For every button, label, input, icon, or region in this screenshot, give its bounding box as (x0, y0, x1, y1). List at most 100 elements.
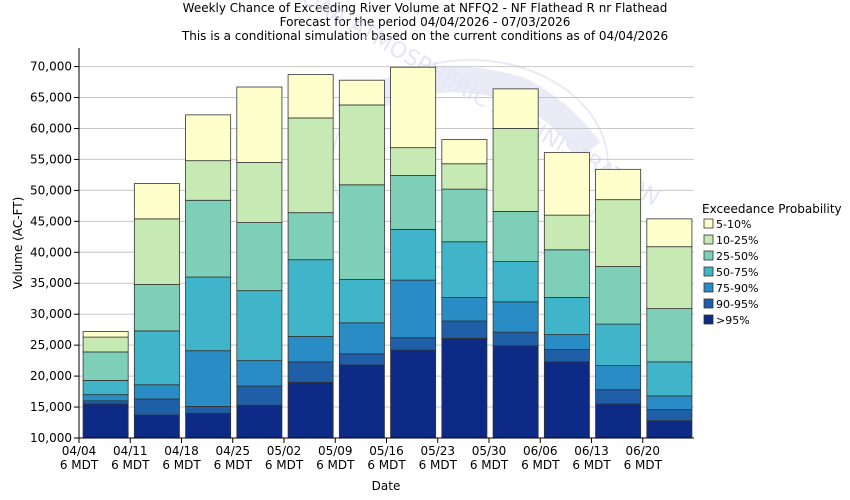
x-tick-label-time: 6 MDT (624, 458, 663, 472)
bar-segment (236, 162, 283, 223)
bar-segment (338, 353, 385, 366)
bar-segment (287, 336, 334, 363)
y-tick-label: 45,000 (30, 214, 72, 228)
bar-segment (441, 163, 488, 190)
legend-label: 25-50% (716, 250, 758, 263)
bar-segment (185, 350, 232, 407)
y-tick-label: 50,000 (30, 183, 72, 197)
legend-title: Exceedance Probability (702, 202, 842, 216)
bar-segment (543, 334, 590, 350)
y-tick-label: 15,000 (30, 400, 72, 414)
bar-segment (595, 199, 642, 267)
bar-segment (390, 228, 437, 281)
bar-segment (82, 331, 129, 338)
legend-label: >95% (716, 314, 750, 327)
bar-segment (185, 412, 232, 439)
legend-swatch (703, 250, 714, 261)
bar-segment (338, 104, 385, 186)
y-gridlines (79, 66, 694, 408)
bar-segment (492, 88, 539, 129)
bar-segment (236, 222, 283, 292)
x-tick-label-date: 04/25 (215, 444, 250, 458)
chart-title-line-1: Weekly Chance of Exceeding River Volume … (183, 1, 668, 15)
bar-segment (441, 337, 488, 439)
bar-segment (338, 322, 385, 355)
bar-segment (236, 290, 283, 362)
bar-segment (287, 74, 334, 119)
y-tick-label: 65,000 (30, 91, 72, 105)
bar-segment (646, 420, 693, 439)
bar-segment (646, 308, 693, 363)
legend-swatch (703, 282, 714, 293)
legend-swatch (703, 266, 714, 277)
bar-segment (646, 395, 693, 410)
x-tick-label-date: 05/02 (267, 444, 302, 458)
legend: 5-10% 10-25% 25-50% 50-75% 75-90% 90-95% >95% (703, 218, 758, 327)
y-axis-title: Volume (AC-FT) (11, 197, 25, 290)
bar-segment (595, 168, 642, 201)
bar-segment (287, 361, 334, 383)
y-tick-label: 25,000 (30, 338, 72, 352)
x-tick-label-time: 6 MDT (316, 458, 355, 472)
bar-segment (646, 218, 693, 248)
bar-segment (595, 323, 642, 366)
bar-segment (390, 349, 437, 439)
x-tick-label-time: 6 MDT (214, 458, 253, 472)
bar-segment (646, 409, 693, 422)
bar-segment (595, 365, 642, 391)
x-tick-label-date: 05/23 (420, 444, 455, 458)
x-tick-label-date: 04/18 (164, 444, 199, 458)
chart-title-line-3: This is a conditional simulation based o… (181, 29, 668, 43)
x-tick-label-date: 06/06 (523, 444, 558, 458)
bar-segment (390, 66, 437, 149)
x-tick-label-date: 04/04 (62, 444, 97, 458)
bar-segment (185, 160, 232, 201)
legend-label: 10-25% (716, 234, 758, 247)
bar-segment (133, 218, 180, 285)
bar-segment (133, 284, 180, 332)
y-tick-label: 70,000 (30, 60, 72, 74)
bar-segment (646, 361, 693, 397)
legend-label: 75-90% (716, 282, 758, 295)
y-tick-label: 60,000 (30, 121, 72, 135)
bar-segment (287, 117, 334, 214)
x-tick-label-time: 6 MDT (572, 458, 611, 472)
legend-label: 90-95% (716, 298, 758, 311)
bar-segment (543, 152, 590, 216)
y-axis: 10,000 15,000 20,000 25,000 30,000 35,000 40,0… (30, 48, 80, 445)
y-tick-label: 55,000 (30, 152, 72, 166)
bar-segment (338, 364, 385, 439)
x-tick-label-date: 04/11 (113, 444, 148, 458)
bar-segment (543, 249, 590, 298)
bar-segment (133, 414, 180, 439)
y-tick-label: 35,000 (30, 276, 72, 290)
bar-segment (441, 320, 488, 339)
x-tick-label-time: 6 MDT (470, 458, 509, 472)
bar-segment (82, 403, 129, 439)
y-tick-label: 20,000 (30, 369, 72, 383)
x-tick-label-date: 05/30 (472, 444, 507, 458)
bar-segment (338, 79, 385, 106)
bar-segment (236, 385, 283, 406)
bar-segment (390, 147, 437, 176)
legend-swatch (703, 218, 714, 229)
bar-segment (133, 183, 180, 220)
bar-segment (492, 301, 539, 333)
bar-segment (133, 398, 180, 416)
bar-segment (441, 139, 488, 165)
bar-segment (492, 331, 539, 347)
bar-segment (82, 394, 129, 402)
bar-segment (543, 214, 590, 251)
bar-segment (338, 279, 385, 324)
legend-swatch (703, 314, 714, 325)
y-tick-label: 10,000 (30, 431, 72, 445)
x-tick-label-time: 6 MDT (367, 458, 406, 472)
legend-label: 5-10% (716, 218, 751, 231)
bar-segment (492, 345, 539, 439)
bar-segment (338, 184, 385, 280)
bar-segment (492, 128, 539, 212)
bar-segment (82, 380, 129, 396)
x-tick-label-time: 6 MDT (162, 458, 201, 472)
y-tick-label: 40,000 (30, 245, 72, 259)
bar-segment (595, 389, 642, 405)
